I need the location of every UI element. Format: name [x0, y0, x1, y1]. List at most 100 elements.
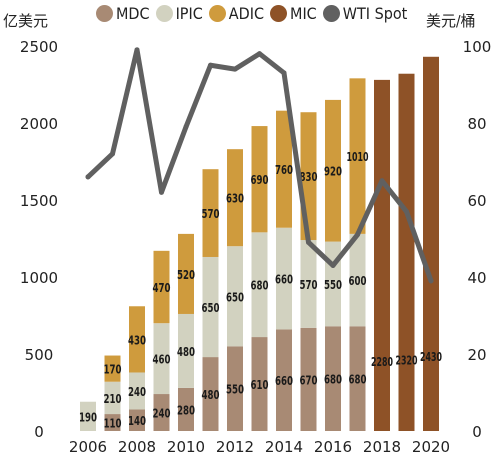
legend-swatch [155, 5, 173, 22]
bar-mdc-2016 [325, 326, 341, 431]
data-label-mdc: 140 [128, 414, 146, 428]
data-label-mdc: 670 [300, 373, 318, 387]
data-label-ipic: 480 [177, 345, 195, 359]
bar-adic-2014 [276, 110, 292, 228]
data-label-adic: 430 [128, 333, 146, 347]
data-label-mdc: 110 [104, 417, 122, 431]
legend-swatch [96, 5, 113, 22]
data-label-ipic: 460 [153, 353, 171, 367]
legend-swatch [322, 5, 340, 22]
data-label-mic: 2280 [371, 355, 393, 369]
data-label-ipic: 210 [104, 392, 122, 406]
data-label-adic: 920 [324, 165, 342, 179]
wti-point-2017 [355, 232, 360, 238]
x-axis-tick-label: 2016 [314, 438, 352, 456]
legend-item-ipic: IPIC [155, 4, 203, 23]
x-axis-tick-label: 2018 [363, 438, 401, 456]
data-label-mdc: 280 [177, 403, 195, 417]
wti-point-2015 [306, 239, 311, 245]
data-label-ipic: 570 [300, 278, 318, 292]
bar-mdc-2015 [300, 327, 317, 431]
legend-label: MIC [290, 4, 317, 23]
bar-adic-2013 [251, 126, 268, 233]
data-label-ipic: 600 [349, 274, 367, 288]
data-label-adic: 760 [275, 163, 293, 177]
left-axis-tick-label: 0 [34, 423, 44, 441]
data-label-ipic: 240 [128, 385, 146, 399]
bar-ipic-2008 [129, 372, 145, 410]
bar-ipic-2010 [178, 313, 194, 388]
left-axis-tick-label: 1500 [20, 192, 58, 210]
data-label-adic: 1010 [347, 150, 369, 164]
wti-point-2011 [208, 62, 213, 68]
data-label-mic: 2430 [420, 350, 442, 364]
bar-adic-2007 [104, 355, 121, 382]
bar-mdc-2014 [276, 329, 292, 431]
right-axis-title: 美元/桶 [426, 12, 476, 30]
legend: MDC IPIC ADIC MIC WTI Spot [96, 4, 413, 23]
wti-point-2013 [257, 51, 262, 57]
bar-ipic-2013 [251, 232, 268, 338]
data-label-adic: 170 [104, 363, 122, 377]
wti-point-2006 [85, 174, 91, 180]
data-label-adic: 630 [226, 192, 244, 206]
x-axis-tick-label: 2010 [167, 438, 205, 456]
right-axis-tick-label: 100 [463, 38, 492, 56]
data-label-mdc: 610 [251, 378, 269, 392]
wti-point-2014 [281, 70, 287, 76]
data-label-ipic: 650 [226, 290, 244, 304]
data-label-ipic: 650 [202, 301, 220, 315]
left-axis-tick-label: 2000 [20, 115, 58, 133]
right-axis-tick-label: 80 [467, 115, 486, 133]
data-label-ipic: 550 [324, 278, 342, 292]
data-label-mdc: 680 [349, 373, 367, 387]
bar-ipic-2006 [80, 401, 96, 431]
bar-mdc-2017 [349, 326, 366, 431]
bar-adic-2017 [349, 78, 366, 234]
wti-point-2018 [379, 178, 385, 184]
legend-label: WTI Spot [342, 4, 408, 23]
bar-ipic-2014 [276, 227, 292, 330]
bar-adic-2010 [178, 233, 194, 314]
bar-mdc-2010 [178, 387, 194, 431]
x-axis-tick-label: 2020 [412, 438, 450, 456]
legend-label: ADIC [228, 4, 265, 23]
bar-adic-2011 [202, 169, 219, 257]
wti-point-2012 [232, 66, 238, 72]
bar-mic-2018 [374, 79, 390, 431]
wti-point-2007 [110, 151, 115, 157]
data-label-mdc: 660 [275, 374, 293, 388]
bar-mdc-2008 [129, 409, 145, 431]
bar-ipic-2017 [349, 233, 366, 327]
data-label-adic: 690 [251, 173, 269, 187]
wti-point-2010 [183, 124, 189, 130]
bar-adic-2012 [227, 149, 243, 247]
left-axis-tick-label: 500 [25, 346, 54, 364]
bar-mdc-2011 [202, 357, 219, 431]
legend-label: MDC [116, 4, 150, 23]
bar-ipic-2011 [202, 256, 219, 358]
bar-adic-2009 [153, 250, 170, 324]
data-label-adic: 470 [153, 281, 171, 295]
bar-adic-2008 [129, 306, 145, 373]
legend-item-mic: MIC [270, 4, 317, 23]
bar-adic-2016 [325, 99, 341, 242]
bar-ipic-2015 [300, 240, 317, 328]
legend-item-adic: ADIC [208, 4, 265, 23]
wti-point-2016 [330, 262, 336, 268]
data-label-adic: 520 [177, 268, 195, 282]
left-axis-tick-label: 1000 [20, 269, 58, 287]
data-label-mdc: 240 [153, 407, 171, 421]
data-label-mdc: 680 [324, 373, 342, 387]
x-axis-tick-label: 2012 [216, 438, 254, 456]
data-label-ipic: 660 [275, 273, 293, 287]
right-axis-tick-label: 40 [467, 269, 486, 287]
legend-item-wti-spot: WTI Spot [322, 4, 408, 23]
x-axis-tick-label: 2006 [69, 438, 107, 456]
data-label-ipic: 190 [79, 410, 97, 424]
data-label-mic: 2320 [396, 354, 418, 368]
x-axis-tick-label: 2008 [118, 438, 156, 456]
left-axis-tick-label: 2500 [20, 38, 58, 56]
